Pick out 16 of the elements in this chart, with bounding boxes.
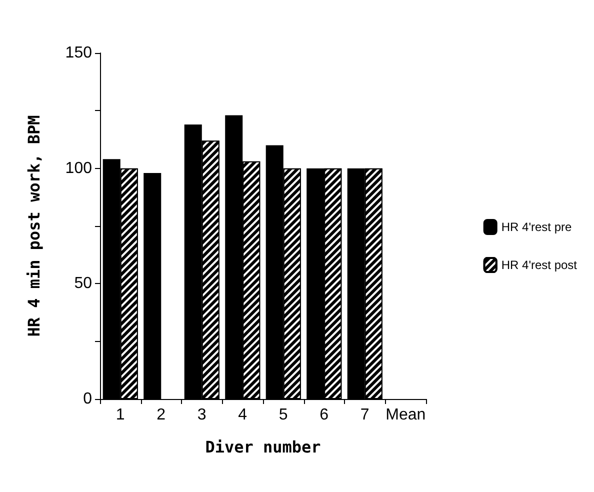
- legend-label: HR 4'rest post: [501, 258, 578, 272]
- y-axis-title: HR 4 min post work, BPM: [24, 115, 44, 337]
- x-tick-label: Mean: [386, 406, 426, 424]
- x-tick-label: 5: [278, 406, 288, 424]
- x-axis-title: Diver number: [205, 438, 321, 456]
- legend-label: HR 4'rest pre: [501, 220, 572, 234]
- x-tick-label: 4: [238, 406, 248, 424]
- y-tick-label: 150: [65, 44, 92, 62]
- y-tick-label: 0: [83, 390, 92, 408]
- x-tick-label: 2: [156, 406, 166, 424]
- y-tick-label: 100: [65, 160, 92, 177]
- x-tick-label: 1: [116, 406, 125, 424]
- x-tick-label: 7: [360, 406, 370, 424]
- x-tick-label: 3: [197, 406, 206, 424]
- y-tick-label: 50: [74, 275, 92, 292]
- x-tick-label: 6: [320, 406, 329, 424]
